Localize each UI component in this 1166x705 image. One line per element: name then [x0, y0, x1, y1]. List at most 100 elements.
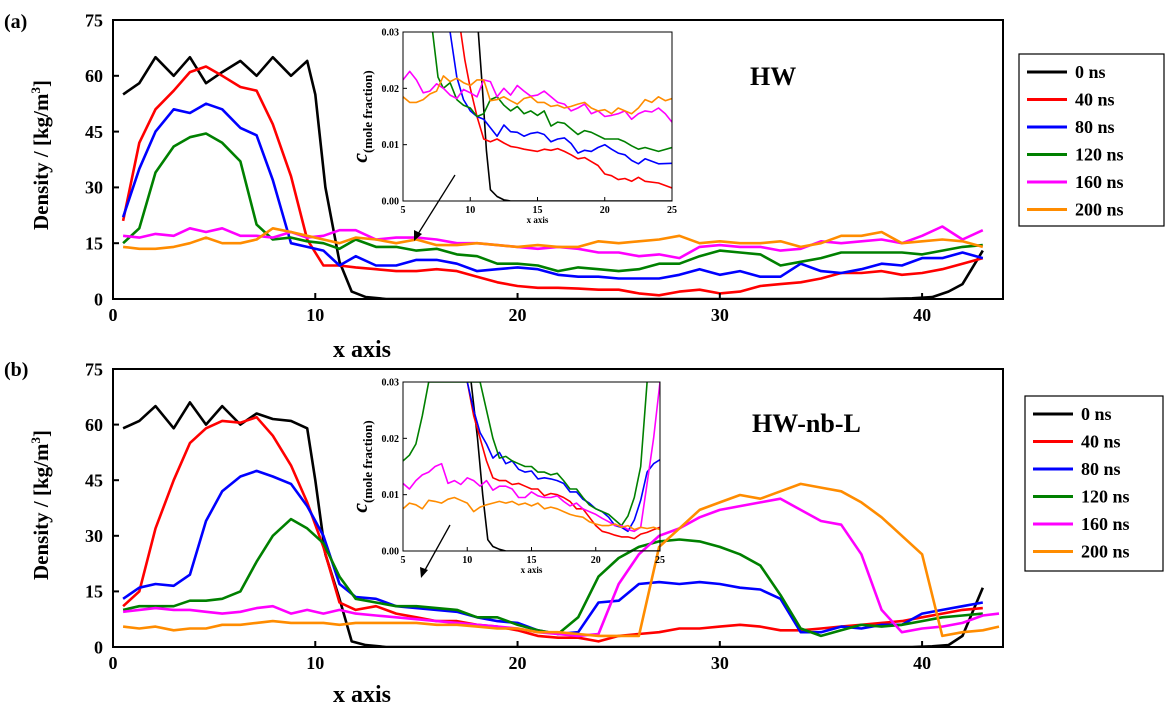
y-axis-label: Density / [kg/m3] — [28, 80, 53, 230]
series-group — [121, 55, 984, 299]
x-tick-label: 0 — [109, 653, 118, 673]
y-axis-label: Density / [kg/m3] — [28, 430, 53, 580]
legend-label: 160 ns — [1075, 172, 1124, 192]
x-tick-label: 25 — [655, 555, 665, 566]
inset-plot: 5 10 15 20 25 0.00 0.01 0.02 0.03 x axis c(mole fr… — [347, 378, 665, 576]
legend-label: 80 ns — [1075, 117, 1115, 137]
series-group — [403, 382, 660, 551]
x-tick-label: 30 — [711, 305, 729, 325]
series-line-120-ns — [122, 517, 983, 638]
panel-a: (a) HW x axis Density / [kg/m3] 0 10 20 30 4… — [4, 10, 1004, 363]
y-tick-label: 0 — [94, 289, 103, 309]
plot-frame — [112, 368, 1004, 648]
y-tick-label: 30 — [85, 526, 103, 546]
x-tick-label: 30 — [711, 653, 729, 673]
series-line-160-ns — [403, 70, 672, 123]
x-tick-label: 40 — [913, 305, 931, 325]
series-line-40-ns — [122, 415, 983, 643]
inset-pointer-arrow — [417, 174, 456, 235]
legend-box — [1018, 53, 1165, 227]
series-line-0-ns — [477, 32, 672, 201]
legend-label: 40 ns — [1081, 432, 1121, 452]
main-plot: 0 10 20 30 40 0 15 30 45 60 75 — [85, 10, 1004, 325]
arrow-head-icon — [420, 567, 428, 578]
y-tick-label: 0.03 — [382, 28, 400, 39]
series-line-80-ns — [121, 102, 984, 280]
y-tick-label: 0.03 — [382, 378, 400, 389]
series-line-40-ns — [460, 32, 672, 189]
x-tick-label: 10 — [465, 205, 475, 216]
legend-label: 40 ns — [1075, 90, 1115, 110]
x-tick-label: 10 — [306, 305, 324, 325]
y-tick-label: 60 — [85, 66, 103, 86]
x-tick-label: 20 — [509, 653, 527, 673]
legend-b: 0 ns 40 ns 80 ns 120 ns 160 ns 200 ns — [1024, 395, 1164, 572]
y-tick-label: 0.00 — [382, 197, 400, 208]
y-tick-label: 60 — [85, 415, 103, 435]
x-tick-label: 25 — [667, 205, 677, 216]
x-tick-label: 40 — [913, 653, 931, 673]
inset-x-axis-label: x axis — [527, 215, 549, 225]
series-line-40-ns — [466, 382, 660, 540]
inset-x-axis-label: x axis — [521, 565, 543, 575]
x-tick-label: 5 — [401, 205, 406, 216]
panel-label: (b) — [4, 359, 28, 381]
series-line-80-ns — [466, 382, 660, 533]
y-tick-label: 30 — [85, 178, 103, 198]
x-axis-label: x axis — [333, 682, 391, 705]
x-tick-label: 20 — [509, 305, 527, 325]
legend-label: 200 ns — [1081, 542, 1130, 562]
series-line-200-ns — [122, 482, 1000, 638]
series-group — [403, 32, 672, 201]
y-tick-label: 45 — [85, 122, 103, 142]
series-line-200-ns — [122, 227, 984, 251]
panel-label: (a) — [4, 11, 27, 33]
y-tick-label: 0.01 — [382, 490, 400, 501]
legend-label: 80 ns — [1081, 459, 1121, 479]
legend-a: 0 ns 40 ns 80 ns 120 ns 160 ns 200 ns — [1018, 53, 1165, 227]
legend-label: 200 ns — [1075, 200, 1124, 220]
x-axis-label: x axis — [333, 337, 391, 363]
x-tick-label: 5 — [401, 555, 406, 566]
x-tick-label: 0 — [109, 305, 118, 325]
x-tick-label: 20 — [600, 205, 610, 216]
legend-label: 0 ns — [1075, 62, 1106, 82]
inset-y-axis-label: c(mole fraction) — [347, 70, 375, 162]
series-line-160-ns — [122, 225, 984, 260]
x-tick-label: 10 — [306, 653, 324, 673]
panel-name: HW — [750, 62, 796, 91]
legend-label: 0 ns — [1081, 404, 1112, 424]
series-line-0-ns — [470, 382, 660, 551]
series-line-200-ns — [403, 75, 672, 115]
plot-frame — [402, 31, 673, 202]
y-tick-label: 15 — [85, 234, 103, 254]
y-tick-label: 0.01 — [382, 140, 400, 151]
plot-frame — [112, 19, 1004, 300]
y-tick-label: 0.02 — [382, 84, 400, 95]
x-tick-label: 15 — [533, 205, 543, 216]
inset-plot: 5 10 15 20 25 0.00 0.01 0.02 0.03 x axis c(mole fr… — [347, 28, 677, 226]
inset-pointer-arrow — [424, 524, 451, 571]
panel-name: HW-nb-L — [752, 409, 861, 438]
y-tick-label: 0 — [94, 637, 103, 657]
y-tick-label: 15 — [85, 582, 103, 602]
legend-box — [1024, 395, 1164, 572]
legend-label: 120 ns — [1075, 145, 1124, 165]
x-tick-label: 20 — [591, 555, 601, 566]
panel-b: (b) HW-nb-L x axis Density / [kg/m3] 0 10… — [4, 359, 1004, 705]
y-tick-label: 0.02 — [382, 434, 400, 445]
legend-label: 160 ns — [1081, 514, 1130, 534]
main-plot: 0 10 20 30 40 0 15 30 45 60 75 — [85, 359, 1004, 673]
inset-y-axis-label: c(mole fraction) — [347, 420, 375, 512]
y-tick-label: 75 — [85, 359, 103, 379]
x-tick-label: 10 — [462, 555, 472, 566]
y-tick-label: 0.00 — [382, 547, 400, 558]
series-line-120-ns — [122, 132, 983, 273]
series-line-40-ns — [121, 65, 984, 297]
y-tick-label: 75 — [85, 10, 103, 30]
series-line-0-ns — [122, 55, 984, 299]
series-line-80-ns — [449, 32, 672, 165]
series-group — [122, 401, 1000, 647]
legend-label: 120 ns — [1081, 487, 1130, 507]
